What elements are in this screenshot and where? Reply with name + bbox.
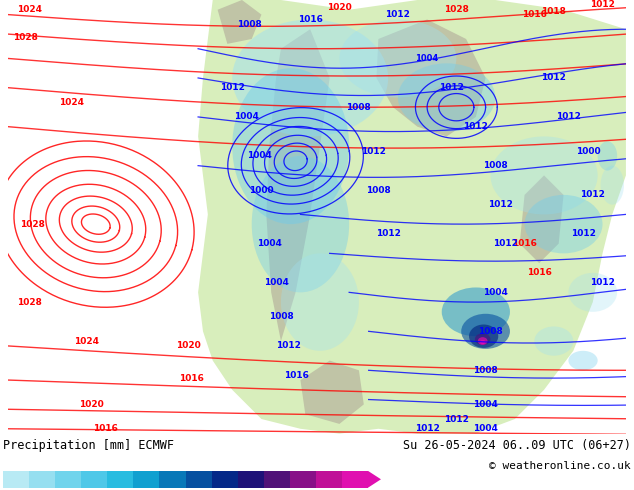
Text: 1004: 1004 bbox=[247, 151, 272, 160]
Text: 1016: 1016 bbox=[512, 239, 537, 248]
Bar bbox=[316, 471, 342, 488]
Text: 1016: 1016 bbox=[522, 10, 547, 19]
Text: 1012: 1012 bbox=[444, 415, 469, 423]
Ellipse shape bbox=[475, 333, 491, 345]
Ellipse shape bbox=[491, 136, 598, 215]
Text: 1012: 1012 bbox=[376, 229, 401, 238]
Text: 1024: 1024 bbox=[59, 98, 84, 107]
Ellipse shape bbox=[442, 288, 510, 336]
Text: 1008: 1008 bbox=[269, 312, 294, 321]
Text: 1012: 1012 bbox=[439, 83, 464, 92]
Text: 1012: 1012 bbox=[276, 342, 301, 350]
Ellipse shape bbox=[339, 20, 456, 98]
Text: 1012: 1012 bbox=[361, 147, 386, 155]
Ellipse shape bbox=[232, 68, 349, 224]
Ellipse shape bbox=[461, 314, 510, 349]
Text: 1012: 1012 bbox=[463, 122, 488, 131]
Text: 1012: 1012 bbox=[580, 191, 605, 199]
Bar bbox=[160, 471, 186, 488]
Text: 1008: 1008 bbox=[237, 20, 262, 29]
Polygon shape bbox=[301, 361, 364, 424]
Text: © weatheronline.co.uk: © weatheronline.co.uk bbox=[489, 461, 631, 471]
Text: 1012: 1012 bbox=[493, 239, 517, 248]
Ellipse shape bbox=[281, 253, 359, 351]
Text: 1012: 1012 bbox=[590, 0, 615, 9]
Bar bbox=[29, 471, 55, 488]
Ellipse shape bbox=[398, 63, 495, 131]
Text: Su 26-05-2024 06..09 UTC (06+27): Su 26-05-2024 06..09 UTC (06+27) bbox=[403, 439, 631, 452]
Text: 1016: 1016 bbox=[527, 269, 552, 277]
Text: 1012: 1012 bbox=[556, 112, 581, 122]
Ellipse shape bbox=[252, 156, 349, 293]
Text: 1008: 1008 bbox=[473, 366, 498, 375]
Text: 1004: 1004 bbox=[257, 239, 281, 248]
Bar bbox=[133, 471, 160, 488]
Polygon shape bbox=[198, 0, 626, 434]
Text: 1024: 1024 bbox=[17, 5, 42, 14]
Text: 1018: 1018 bbox=[541, 7, 566, 16]
Text: 1012: 1012 bbox=[415, 424, 439, 433]
Text: 1004: 1004 bbox=[473, 400, 498, 409]
Ellipse shape bbox=[232, 20, 388, 136]
Text: 1012: 1012 bbox=[385, 10, 410, 19]
Ellipse shape bbox=[569, 273, 617, 312]
Text: 1012: 1012 bbox=[590, 278, 615, 287]
Polygon shape bbox=[217, 0, 261, 44]
Text: 1004: 1004 bbox=[473, 424, 498, 433]
Text: 1000: 1000 bbox=[576, 147, 600, 155]
Text: 1020: 1020 bbox=[327, 3, 352, 12]
Bar bbox=[107, 471, 133, 488]
Ellipse shape bbox=[598, 141, 617, 171]
Text: 1012: 1012 bbox=[220, 83, 245, 92]
Polygon shape bbox=[368, 471, 381, 488]
Ellipse shape bbox=[478, 337, 488, 345]
Text: 1004: 1004 bbox=[235, 112, 259, 122]
Bar bbox=[238, 471, 264, 488]
Text: 1016: 1016 bbox=[284, 370, 309, 380]
Polygon shape bbox=[520, 175, 564, 263]
Ellipse shape bbox=[469, 324, 498, 348]
Text: 1012: 1012 bbox=[488, 200, 513, 209]
Text: 1012: 1012 bbox=[541, 74, 566, 82]
Text: 1028: 1028 bbox=[20, 220, 45, 229]
Text: 1016: 1016 bbox=[298, 15, 323, 24]
Text: 1004: 1004 bbox=[264, 278, 288, 287]
Bar bbox=[55, 471, 81, 488]
Bar bbox=[3, 471, 29, 488]
Text: 1028: 1028 bbox=[17, 297, 42, 307]
Bar bbox=[212, 471, 238, 488]
Ellipse shape bbox=[480, 340, 486, 344]
Bar bbox=[290, 471, 316, 488]
Text: 1016: 1016 bbox=[179, 373, 204, 383]
Text: 1008: 1008 bbox=[366, 186, 391, 195]
Text: 1000: 1000 bbox=[249, 186, 274, 195]
Text: 1024: 1024 bbox=[74, 337, 98, 345]
Text: 1020: 1020 bbox=[79, 400, 103, 409]
Text: 1012: 1012 bbox=[571, 229, 595, 238]
Text: 1028: 1028 bbox=[13, 32, 38, 42]
Text: 1020: 1020 bbox=[176, 342, 201, 350]
Bar bbox=[186, 471, 212, 488]
Polygon shape bbox=[377, 20, 486, 136]
Bar bbox=[342, 471, 368, 488]
Text: 1004: 1004 bbox=[483, 288, 508, 297]
Text: 1016: 1016 bbox=[93, 424, 118, 433]
Text: 1008: 1008 bbox=[483, 161, 508, 170]
Ellipse shape bbox=[524, 195, 602, 253]
Polygon shape bbox=[266, 29, 330, 341]
Bar bbox=[81, 471, 107, 488]
Bar bbox=[264, 471, 290, 488]
Text: Precipitation [mm] ECMWF: Precipitation [mm] ECMWF bbox=[3, 439, 174, 452]
Ellipse shape bbox=[600, 166, 624, 205]
Ellipse shape bbox=[534, 326, 573, 356]
Ellipse shape bbox=[569, 351, 598, 370]
Text: 1008: 1008 bbox=[478, 327, 503, 336]
Text: 1004: 1004 bbox=[415, 54, 439, 63]
Text: 1008: 1008 bbox=[347, 103, 372, 112]
Text: 1028: 1028 bbox=[444, 5, 469, 14]
